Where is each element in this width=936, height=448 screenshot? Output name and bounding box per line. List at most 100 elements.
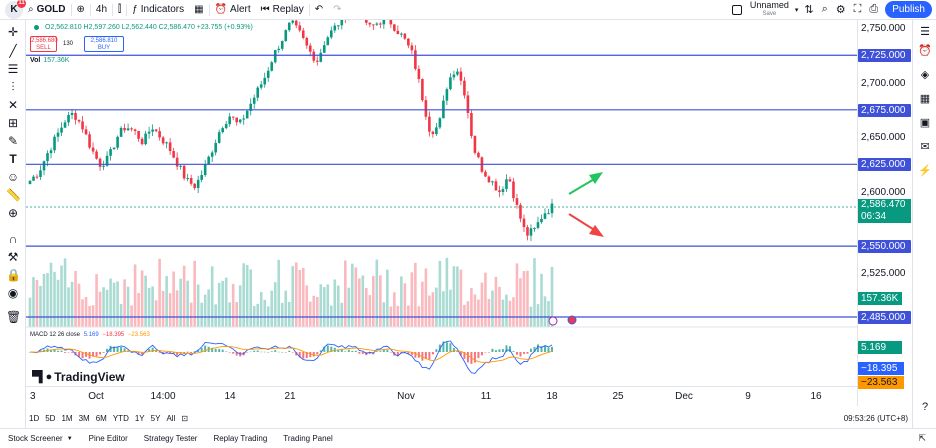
price-scale[interactable] bbox=[857, 20, 912, 406]
period-6m[interactable]: 6M bbox=[95, 413, 107, 423]
candle-body bbox=[193, 183, 196, 189]
period-1m[interactable]: 1M bbox=[61, 413, 73, 423]
candle-body bbox=[46, 153, 49, 162]
macd-histogram-bar bbox=[155, 350, 158, 352]
undo-button[interactable]: ↶ bbox=[310, 0, 328, 20]
lock-icon[interactable]: 🔒 bbox=[6, 268, 21, 282]
redo-button[interactable]: ↷ bbox=[328, 0, 346, 20]
period-1d[interactable]: 1D bbox=[29, 413, 40, 423]
level-price-label: 2,725.000 bbox=[858, 49, 911, 63]
collapse-icon[interactable]: ⇱ bbox=[918, 433, 926, 443]
price-chart[interactable] bbox=[26, 20, 857, 406]
volume-bar bbox=[466, 301, 470, 327]
period-5d[interactable]: 5D bbox=[45, 413, 56, 423]
magnet-icon[interactable]: ∩ bbox=[8, 232, 18, 246]
volume-bar bbox=[161, 290, 165, 327]
indicators-button[interactable]: ƒ Indicators bbox=[132, 4, 185, 15]
chat-icon[interactable]: ✉ bbox=[920, 141, 930, 153]
measure-icon[interactable]: ⊞ bbox=[7, 116, 19, 130]
symbol-search[interactable]: ⌕ GOLD bbox=[23, 0, 71, 20]
period-3m[interactable]: 3M bbox=[78, 413, 90, 423]
volume-bar bbox=[91, 305, 95, 327]
candle-body bbox=[147, 131, 151, 134]
period-5y[interactable]: 5Y bbox=[150, 413, 161, 423]
text-icon[interactable]: T bbox=[9, 152, 17, 166]
emoji-icon[interactable]: ☺ bbox=[6, 170, 20, 184]
candle-body bbox=[512, 181, 515, 199]
tab-trading-panel[interactable]: Trading Panel bbox=[283, 434, 333, 443]
macd-histogram-bar bbox=[498, 349, 501, 352]
brush-icon[interactable]: ✎ bbox=[7, 134, 19, 148]
layers-icon[interactable]: ◈ bbox=[920, 69, 930, 81]
macd-histogram-bar bbox=[57, 350, 60, 352]
publish-button[interactable]: Publish bbox=[885, 1, 932, 18]
macd-histogram-bar bbox=[277, 351, 280, 353]
chart-type-button[interactable]: ⫿ bbox=[113, 0, 126, 20]
support-resistance-lines bbox=[26, 54, 857, 318]
layout-name[interactable]: Unnamed Save bbox=[749, 0, 789, 17]
tab-stock-screener[interactable]: Stock Screener ▼ bbox=[8, 434, 73, 443]
buy-button[interactable]: 2,586.810 BUY bbox=[84, 36, 124, 52]
time-tick-label: 21 bbox=[284, 391, 296, 402]
horizontal-lines-icon[interactable]: ☰ bbox=[7, 62, 19, 76]
price-tick-label: 2,650.000 bbox=[861, 132, 906, 144]
period-all[interactable]: All bbox=[166, 413, 176, 423]
watchlist-icon[interactable]: ☰ bbox=[920, 26, 930, 38]
search-icon[interactable]: ⌕ bbox=[821, 3, 828, 15]
ideas-icon[interactable]: ⚡ bbox=[918, 165, 932, 177]
eye-icon[interactable]: ◉ bbox=[7, 286, 19, 300]
macd-histogram-bar bbox=[141, 352, 144, 355]
macd-legend: MACD 12 26 close 5.169 −18.395 −23.563 bbox=[30, 332, 150, 338]
period-ytd[interactable]: YTD bbox=[112, 413, 129, 423]
macd-histogram-bar bbox=[354, 350, 357, 352]
compare-button[interactable]: ⊕ bbox=[72, 0, 90, 20]
trend-line-icon[interactable]: ╱ bbox=[9, 44, 17, 58]
pattern-icon[interactable]: ✕ bbox=[7, 98, 19, 112]
candle-body bbox=[393, 24, 396, 31]
tab-strategy-tester[interactable]: Strategy Tester bbox=[143, 434, 198, 443]
clock[interactable]: 09:53:26 (UTC+8) bbox=[843, 413, 908, 423]
candle-body bbox=[105, 155, 109, 166]
sort-icon[interactable]: ⇅ bbox=[804, 4, 814, 16]
replay-button[interactable]: ⏮ Replay bbox=[260, 4, 304, 15]
candle-body bbox=[421, 79, 424, 101]
macd-histogram-bar bbox=[326, 345, 329, 352]
candle-body bbox=[463, 80, 466, 96]
calendar-icon[interactable]: ▣ bbox=[919, 117, 931, 129]
sell-button[interactable]: 2,586.680 SELL bbox=[30, 36, 58, 52]
candle-body bbox=[77, 119, 81, 122]
alerts-icon[interactable]: ⏰ bbox=[918, 45, 932, 57]
layout-checkbox[interactable] bbox=[731, 4, 742, 15]
ruler-icon[interactable]: 📏 bbox=[6, 188, 21, 202]
tab-replay-trading[interactable]: Replay Trading bbox=[213, 434, 268, 443]
volume-bar bbox=[179, 278, 182, 327]
chevron-down-icon[interactable]: ▾ bbox=[794, 6, 799, 14]
interval-button[interactable]: 4h bbox=[95, 4, 108, 15]
candle-body bbox=[312, 51, 316, 61]
macd-histogram-bar bbox=[529, 348, 532, 352]
date-range-icon[interactable]: ⊡ bbox=[181, 413, 189, 423]
candle-body bbox=[414, 50, 417, 69]
time-axis[interactable]: 3 Oct 14:00 14 21 Nov 11 18 25 Dec 9 16 bbox=[26, 386, 857, 406]
macd-histogram-bar bbox=[225, 351, 228, 352]
crosshair-icon[interactable]: ✛ bbox=[7, 25, 19, 39]
channel-icon[interactable]: ⫶ bbox=[11, 80, 15, 94]
alert-button[interactable]: ⏰ Alert bbox=[214, 4, 251, 15]
volume-bar bbox=[421, 281, 424, 327]
tab-pine-editor[interactable]: Pine Editor bbox=[88, 434, 128, 443]
trash-icon[interactable]: 🗑 bbox=[6, 310, 22, 324]
camera-icon[interactable]: ⎙ bbox=[869, 3, 879, 15]
gear-icon[interactable]: ⚙ bbox=[835, 4, 846, 16]
drawing-toolbar: ✛ ╱ ☰ ⫶ ✕ ⊞ ✎ T ☺ 📏 ⊕ ∩ ⚒ 🔒 ◉ 🗑 bbox=[0, 20, 26, 428]
zoom-in-icon[interactable]: ⊕ bbox=[7, 206, 19, 220]
lock-drawing-icon[interactable]: ⚒ bbox=[7, 250, 19, 264]
candle-body bbox=[102, 165, 105, 167]
fullscreen-icon[interactable]: ⛶ bbox=[853, 3, 862, 15]
data-window-icon[interactable]: ▦ bbox=[919, 93, 931, 105]
period-1y[interactable]: 1Y bbox=[134, 413, 145, 423]
user-avatar[interactable]: K 11 bbox=[5, 0, 26, 19]
candles-icon: ⫿ bbox=[118, 4, 122, 15]
help-icon[interactable]: ? bbox=[921, 401, 929, 413]
templates-button[interactable]: ▦ bbox=[189, 0, 208, 20]
volume-bar bbox=[214, 304, 217, 327]
